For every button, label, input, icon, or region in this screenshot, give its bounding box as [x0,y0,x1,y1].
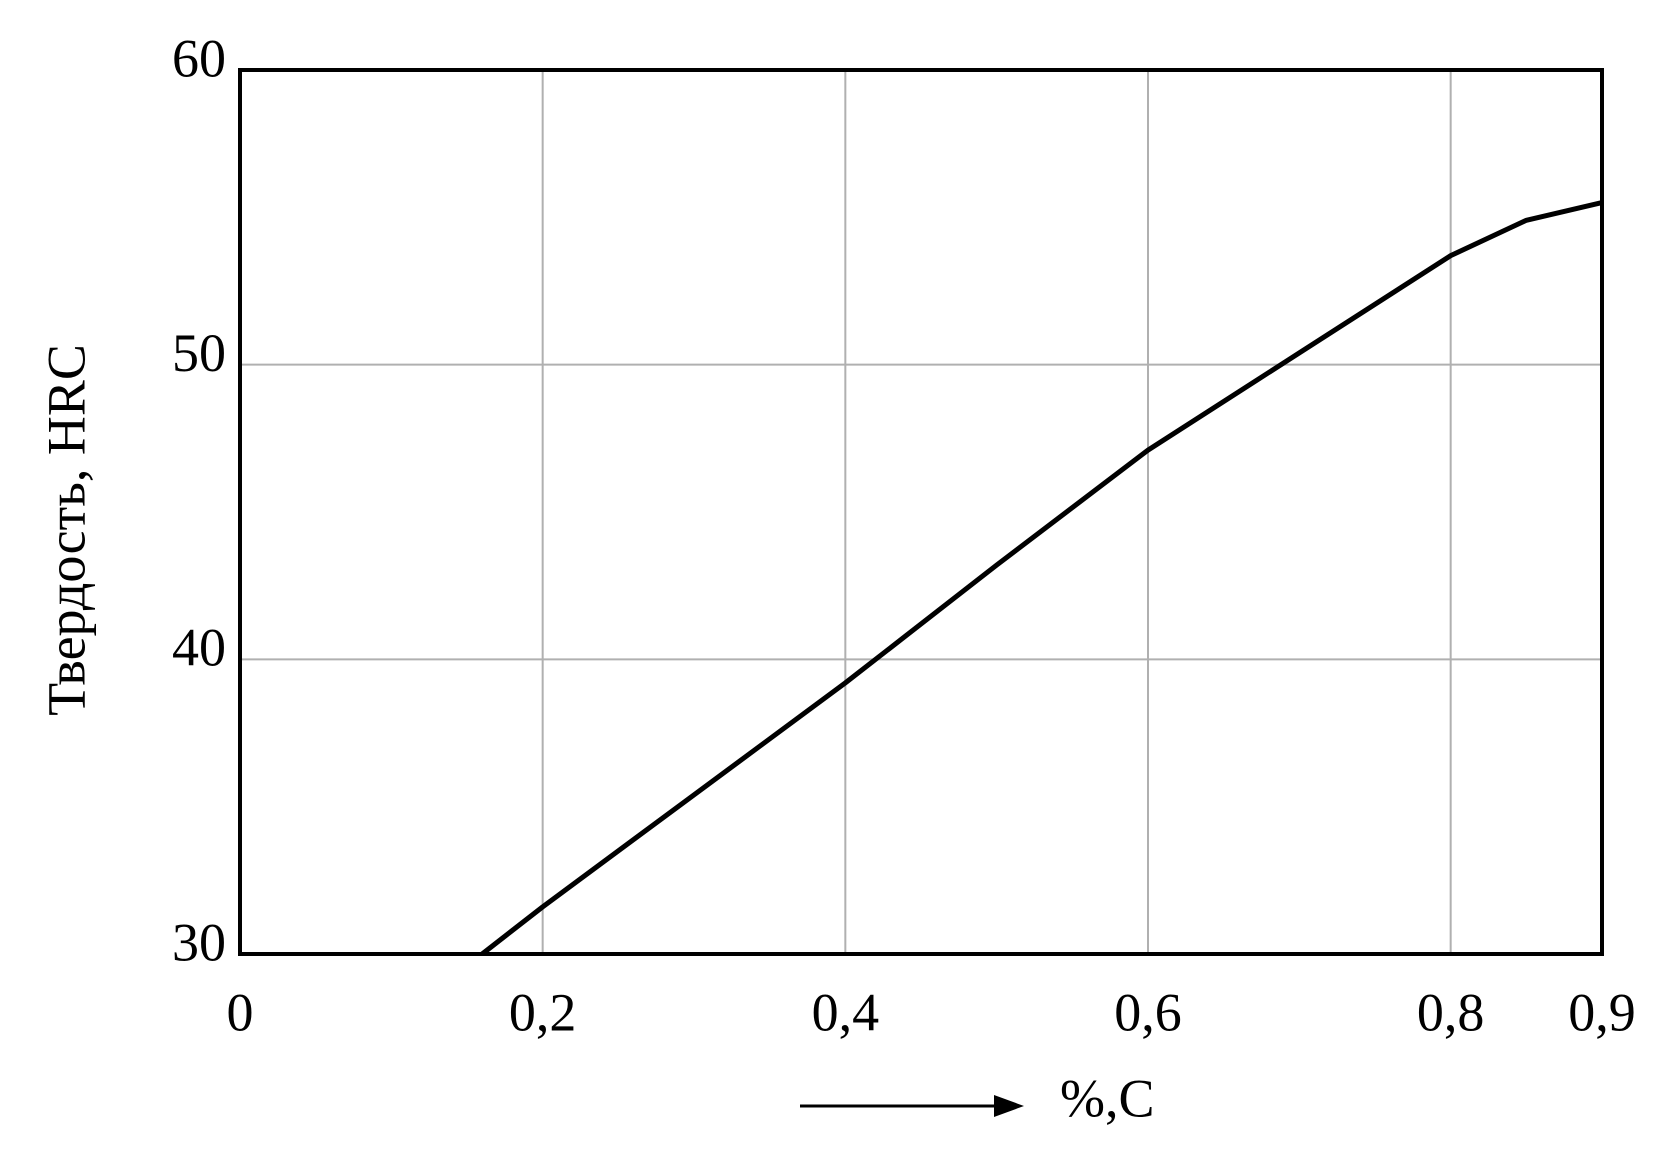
x-axis-label: %,C [1060,1068,1155,1128]
y-axis-label: Твердость, HRC [36,344,96,716]
y-tick-label: 40 [172,618,226,678]
x-tick-label: 0,2 [509,982,577,1042]
x-tick-label: 0,9 [1568,982,1636,1042]
x-tick-label: 0,8 [1417,982,1485,1042]
x-tick-label: 0,6 [1114,982,1182,1042]
data-line [480,200,1603,956]
y-tick-label: 50 [172,323,226,383]
x-tick-label: 0 [227,982,254,1042]
y-tick-label: 30 [172,912,226,972]
y-tick-label: 60 [172,28,226,88]
plot-frame [238,68,1604,956]
x-axis-arrowhead [994,1095,1024,1117]
x-tick-label: 0,4 [812,982,880,1042]
